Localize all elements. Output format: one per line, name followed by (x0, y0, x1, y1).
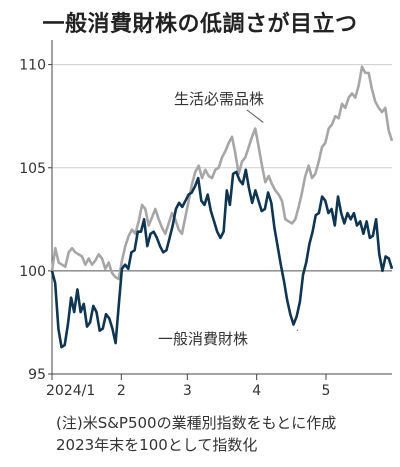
series-line-consumer_discretionary (50, 168, 394, 349)
footnote-line-2: 2023年末を100として指数化 (56, 436, 258, 454)
x-tick-label: 4 (252, 383, 261, 399)
series-lines (50, 65, 394, 349)
series-label-leader-discretionary (296, 329, 299, 331)
x-tick-label: 2024/1 (46, 383, 95, 399)
footnote-line-1: (注)米S&P500の業種別指数をもとに作成 (56, 414, 337, 432)
series-label-consumer-staples: 生活必需品株 (174, 90, 264, 108)
x-tick-label: 5 (322, 383, 331, 399)
y-tick-label: 95 (28, 367, 46, 383)
x-tick-label: 2 (117, 383, 126, 399)
chart-title: 一般消費財株の低調さが目立つ (42, 12, 358, 37)
axes (48, 40, 392, 380)
series-label-leader-staples (246, 109, 264, 123)
y-tick-label: 105 (19, 161, 46, 177)
series-label-consumer-discretionary: 一般消費財株 (158, 330, 248, 348)
y-tick-label: 110 (19, 58, 46, 74)
y-tick-label: 100 (19, 264, 46, 280)
x-tick-label: 3 (183, 383, 192, 399)
tick-labels: 95 100 105 110 2024/1 2 3 4 5 (19, 58, 330, 399)
footnote: (注)米S&P500の業種別指数をもとに作成 2023年末を100として指数化 (56, 412, 336, 456)
series-line-consumer_staples (50, 65, 394, 281)
